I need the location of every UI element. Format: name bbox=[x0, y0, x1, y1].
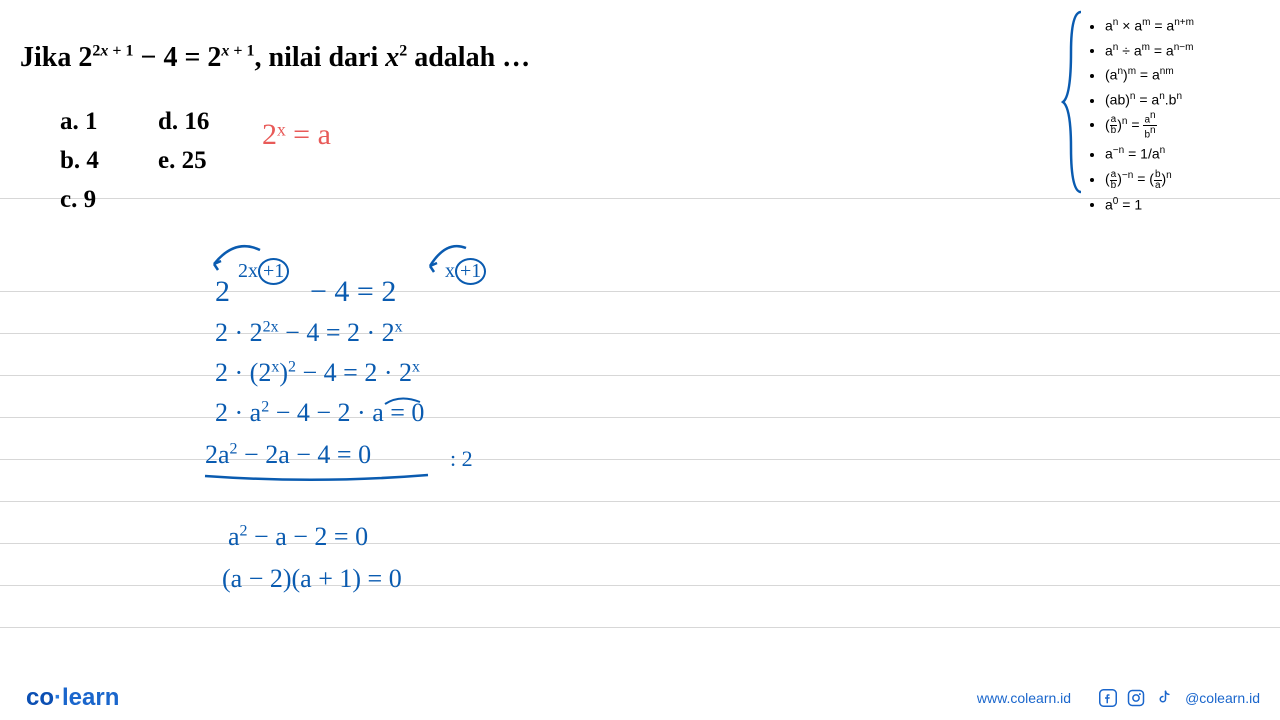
rule-6: a−n = 1/an bbox=[1105, 140, 1194, 165]
brace-icon bbox=[1061, 8, 1085, 198]
ruled-line bbox=[0, 417, 1280, 418]
social-handle[interactable]: @colearn.id bbox=[1185, 690, 1260, 706]
rule-1: an × am = an+m bbox=[1105, 12, 1194, 37]
ruled-line bbox=[0, 291, 1280, 292]
brand-logo: co·learn bbox=[26, 684, 119, 712]
instagram-icon[interactable] bbox=[1127, 689, 1145, 707]
handwriting-line-1-base: 2 bbox=[215, 275, 230, 309]
handwriting-line-4: 2 · a2 − 4 − 2 · a = 0 bbox=[215, 398, 424, 428]
logo-dot: · bbox=[54, 684, 62, 711]
question-text: Jika 22x + 1 − 4 = 2x + 1, nilai dari x2… bbox=[20, 42, 530, 74]
handwriting-line-5: 2a2 − 2a − 4 = 0 bbox=[205, 440, 371, 470]
logo-learn: learn bbox=[62, 684, 119, 711]
handwriting-line-3: 2 · (2x)2 − 4 = 2 · 2x bbox=[215, 358, 420, 388]
handwriting-divide-by-2: : 2 bbox=[450, 446, 473, 472]
option-b: b. 4 bbox=[60, 147, 99, 175]
rule-5: (ab)n = anbn bbox=[1105, 111, 1194, 141]
rule-3: (an)m = anm bbox=[1105, 61, 1194, 86]
rule-4: (ab)n = an.bn bbox=[1105, 86, 1194, 111]
ruled-line bbox=[0, 459, 1280, 460]
website-url[interactable]: www.colearn.id bbox=[977, 690, 1071, 706]
ruled-line bbox=[0, 198, 1280, 199]
facebook-icon[interactable] bbox=[1099, 689, 1117, 707]
annotation-underline-icon bbox=[203, 472, 433, 486]
math-tutorial-frame: Jika 22x + 1 − 4 = 2x + 1, nilai dari x2… bbox=[0, 0, 1280, 720]
option-d: d. 16 bbox=[158, 108, 209, 136]
ruled-line bbox=[0, 585, 1280, 586]
handwriting-line-7: (a − 2)(a + 1) = 0 bbox=[222, 564, 402, 594]
handwriting-line-1-exp-b: x+1 bbox=[445, 258, 486, 285]
footer-bar: co·learn www.colearn.id @colearn.id bbox=[0, 676, 1280, 720]
handwriting-substitution: 2ˣ = a bbox=[262, 118, 331, 152]
rule-7: (ab)−n = (ba)n bbox=[1105, 165, 1194, 190]
ruled-line bbox=[0, 375, 1280, 376]
ruled-line bbox=[0, 333, 1280, 334]
option-a: a. 1 bbox=[60, 108, 98, 136]
handwriting-line-2: 2 · 22x − 4 = 2 · 2x bbox=[215, 318, 403, 348]
ruled-line bbox=[0, 501, 1280, 502]
rule-8: a0 = 1 bbox=[1105, 191, 1194, 216]
option-e: e. 25 bbox=[158, 147, 207, 175]
rule-2: an ÷ am = an−m bbox=[1105, 37, 1194, 62]
handwriting-line-6: a2 − a − 2 = 0 bbox=[228, 522, 368, 552]
ruled-line bbox=[0, 627, 1280, 628]
tiktok-icon[interactable] bbox=[1155, 689, 1173, 707]
option-c: c. 9 bbox=[60, 186, 96, 214]
handwriting-line-1-exp-a: 2x+1 bbox=[238, 258, 289, 285]
ruled-line bbox=[0, 543, 1280, 544]
exponent-rules-list: an × am = an+m an ÷ am = an−m (an)m = an… bbox=[1091, 12, 1194, 215]
logo-co: co bbox=[26, 684, 54, 711]
handwriting-line-1-mid: − 4 = 2 bbox=[310, 275, 396, 309]
